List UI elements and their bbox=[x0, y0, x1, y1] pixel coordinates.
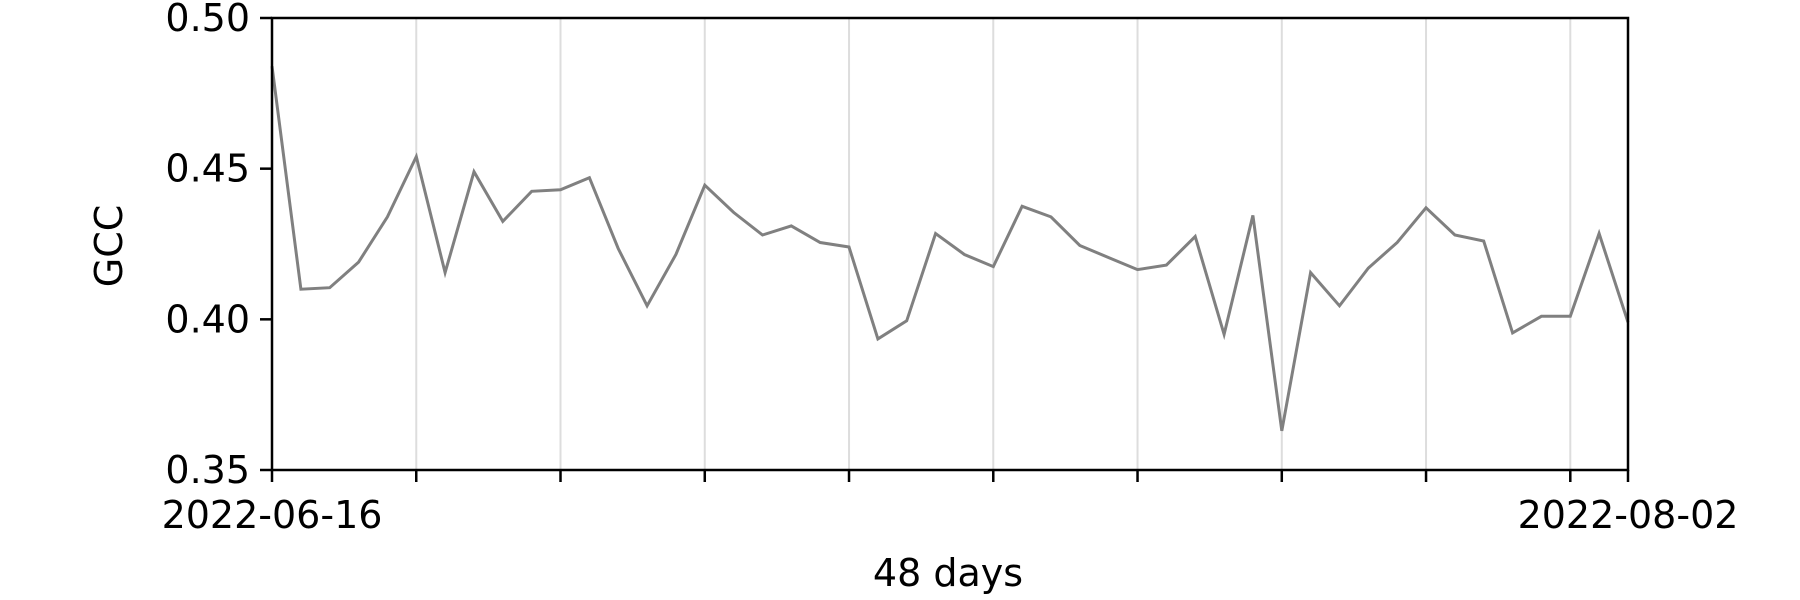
x-tick-label: 2022-08-02 bbox=[1518, 493, 1739, 537]
x-tick-label: 2022-06-16 bbox=[162, 493, 383, 537]
y-tick-label: 0.40 bbox=[165, 297, 250, 341]
plot-frame bbox=[270, 16, 1630, 472]
y-tick-label: 0.35 bbox=[165, 448, 250, 492]
ticks: 0.35 0.40 0.45 0.50 2022-06-16 2022-08-02 bbox=[162, 0, 1739, 537]
y-axis-label: GCC bbox=[87, 205, 131, 288]
y-tick-label: 0.45 bbox=[165, 147, 250, 191]
series-line bbox=[270, 66, 1630, 432]
axes bbox=[270, 16, 1630, 472]
x-axis-label: 48 days bbox=[873, 551, 1023, 595]
series-layer bbox=[270, 66, 1630, 432]
y-tick-label: 0.50 bbox=[165, 0, 250, 40]
